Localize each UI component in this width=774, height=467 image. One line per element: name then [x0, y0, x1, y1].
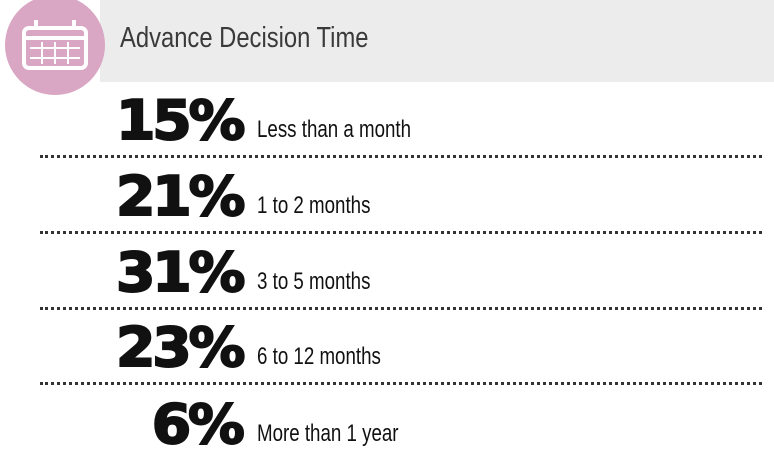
- item-label: 3 to 5 months: [257, 268, 371, 295]
- title: Advance Decision Time: [120, 22, 369, 54]
- percent: 31%: [115, 240, 247, 305]
- item-row: 6% More than 1 year: [0, 390, 774, 460]
- percent: 6%: [151, 392, 246, 457]
- dotted-separator: [40, 307, 762, 310]
- item-row: 23% 6 to 12 months: [0, 313, 774, 383]
- item-label: 6 to 12 months: [257, 343, 381, 370]
- percent: 15%: [115, 88, 247, 153]
- percent: 21%: [115, 164, 247, 229]
- dotted-separator: [40, 231, 762, 234]
- percent: 23%: [115, 315, 247, 380]
- icon-grid: [30, 42, 80, 64]
- item-label: 1 to 2 months: [257, 192, 371, 219]
- dotted-separator: [40, 382, 762, 385]
- item-label: Less than a month: [257, 116, 412, 143]
- item-row: 21% 1 to 2 months: [0, 162, 774, 232]
- item-label: More than 1 year: [257, 420, 399, 447]
- item-row: 31% 3 to 5 months: [0, 238, 774, 308]
- icon-calendar: [22, 26, 88, 70]
- header-bar: [100, 0, 774, 82]
- calendar-icon: [5, 0, 105, 95]
- dotted-separator: [40, 155, 762, 158]
- item-row: 15% Less than a month: [0, 86, 774, 156]
